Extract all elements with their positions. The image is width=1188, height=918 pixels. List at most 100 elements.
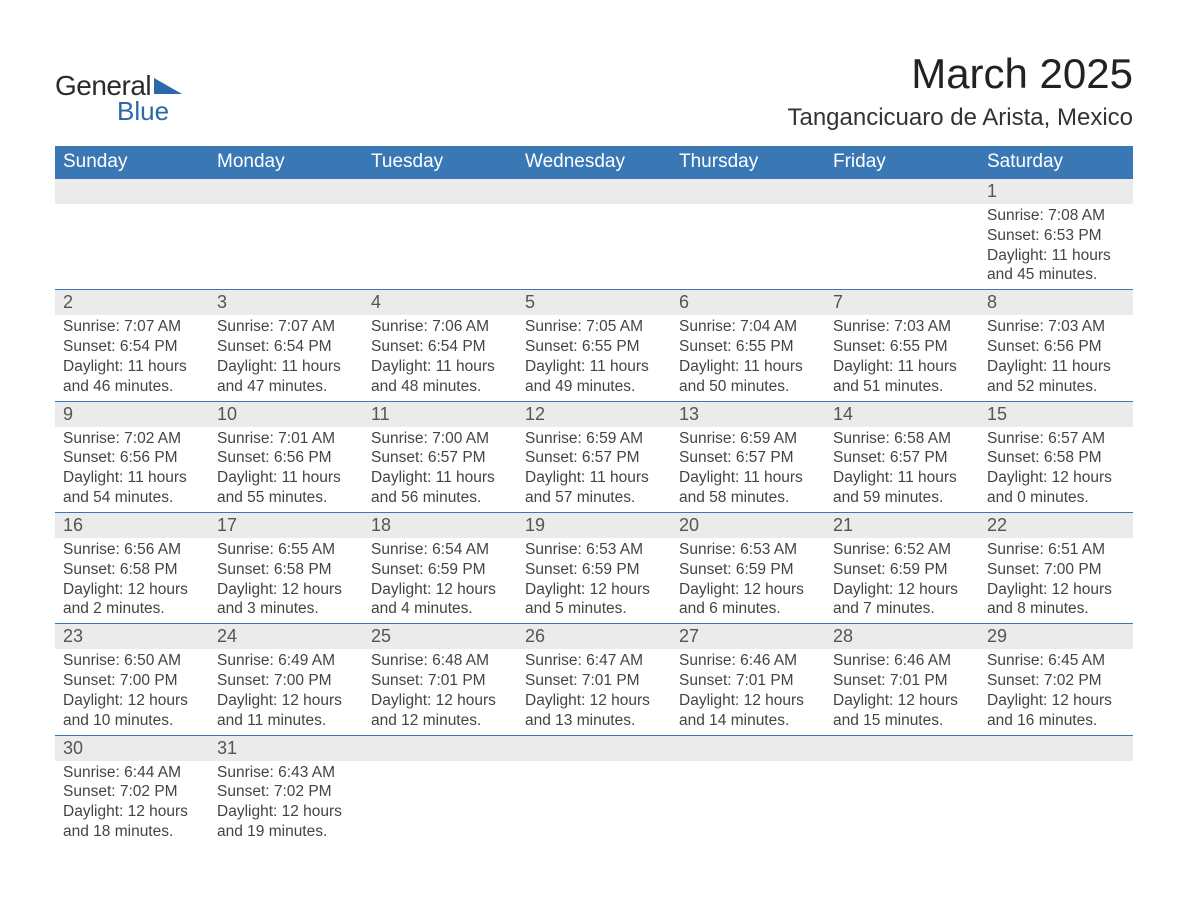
sunset-text: Sunset: 6:56 PM <box>63 448 201 468</box>
sunrise-text: Sunrise: 7:01 AM <box>217 429 355 449</box>
day-number: 3 <box>209 290 363 315</box>
day-number: 5 <box>517 290 671 315</box>
day-number: 9 <box>55 402 209 427</box>
day-content <box>363 204 517 289</box>
location-title: Tangancicuaro de Arista, Mexico <box>787 104 1133 132</box>
sunrise-text: Sunrise: 6:50 AM <box>63 651 201 671</box>
sunrise-text: Sunrise: 6:59 AM <box>679 429 817 449</box>
daylight-text-line2: and 4 minutes. <box>371 599 509 619</box>
day-number: 25 <box>363 624 517 649</box>
daylight-text-line1: Daylight: 12 hours <box>525 691 663 711</box>
day-number: 29 <box>979 624 1133 649</box>
day-number: 24 <box>209 624 363 649</box>
daylight-text-line2: and 58 minutes. <box>679 488 817 508</box>
daycontent-strip: Sunrise: 6:44 AMSunset: 7:02 PMDaylight:… <box>55 761 1133 846</box>
weekday-header-cell: Sunday <box>55 146 209 179</box>
sunset-text: Sunset: 6:57 PM <box>679 448 817 468</box>
day-number: 20 <box>671 513 825 538</box>
daylight-text-line1: Daylight: 11 hours <box>217 357 355 377</box>
sunrise-text: Sunrise: 6:55 AM <box>217 540 355 560</box>
sunset-text: Sunset: 6:59 PM <box>833 560 971 580</box>
day-content: Sunrise: 6:46 AMSunset: 7:01 PMDaylight:… <box>825 649 979 734</box>
sunset-text: Sunset: 7:01 PM <box>679 671 817 691</box>
sunrise-text: Sunrise: 6:46 AM <box>833 651 971 671</box>
brand-logo: General Blue <box>55 70 182 127</box>
daylight-text-line2: and 8 minutes. <box>987 599 1125 619</box>
sunset-text: Sunset: 6:56 PM <box>217 448 355 468</box>
sunrise-text: Sunrise: 7:07 AM <box>63 317 201 337</box>
daylight-text-line1: Daylight: 11 hours <box>371 468 509 488</box>
weekday-header-cell: Wednesday <box>517 146 671 179</box>
sunrise-text: Sunrise: 6:43 AM <box>217 763 355 783</box>
sunrise-text: Sunrise: 6:49 AM <box>217 651 355 671</box>
day-content: Sunrise: 7:03 AMSunset: 6:55 PMDaylight:… <box>825 315 979 400</box>
sunrise-text: Sunrise: 7:05 AM <box>525 317 663 337</box>
sunrise-text: Sunrise: 7:08 AM <box>987 206 1125 226</box>
sunrise-text: Sunrise: 6:56 AM <box>63 540 201 560</box>
sunrise-text: Sunrise: 7:06 AM <box>371 317 509 337</box>
daylight-text-line1: Daylight: 12 hours <box>371 580 509 600</box>
day-number: 26 <box>517 624 671 649</box>
sunset-text: Sunset: 7:01 PM <box>371 671 509 691</box>
daylight-text-line2: and 46 minutes. <box>63 377 201 397</box>
day-number: 30 <box>55 736 209 761</box>
calendar-week: 1Sunrise: 7:08 AMSunset: 6:53 PMDaylight… <box>55 179 1133 289</box>
sunset-text: Sunset: 7:00 PM <box>987 560 1125 580</box>
day-content: Sunrise: 6:54 AMSunset: 6:59 PMDaylight:… <box>363 538 517 623</box>
daylight-text-line1: Daylight: 12 hours <box>63 580 201 600</box>
calendar-week: 9101112131415Sunrise: 7:02 AMSunset: 6:5… <box>55 401 1133 512</box>
day-number: 1 <box>979 179 1133 204</box>
day-content: Sunrise: 6:59 AMSunset: 6:57 PMDaylight:… <box>517 427 671 512</box>
sunset-text: Sunset: 6:54 PM <box>63 337 201 357</box>
day-content <box>979 761 1133 846</box>
daylight-text-line2: and 18 minutes. <box>63 822 201 842</box>
daycontent-strip: Sunrise: 7:07 AMSunset: 6:54 PMDaylight:… <box>55 315 1133 400</box>
day-number <box>363 179 517 204</box>
day-number: 12 <box>517 402 671 427</box>
day-number: 19 <box>517 513 671 538</box>
sunset-text: Sunset: 6:55 PM <box>833 337 971 357</box>
sunset-text: Sunset: 6:54 PM <box>371 337 509 357</box>
day-number: 18 <box>363 513 517 538</box>
daylight-text-line1: Daylight: 11 hours <box>987 357 1125 377</box>
day-number <box>517 736 671 761</box>
title-block: March 2025 Tangancicuaro de Arista, Mexi… <box>787 50 1133 132</box>
daylight-text-line1: Daylight: 12 hours <box>987 468 1125 488</box>
sunset-text: Sunset: 7:01 PM <box>833 671 971 691</box>
sunset-text: Sunset: 7:00 PM <box>217 671 355 691</box>
sunrise-text: Sunrise: 6:48 AM <box>371 651 509 671</box>
daynum-strip: 1 <box>55 179 1133 204</box>
sunset-text: Sunset: 6:57 PM <box>525 448 663 468</box>
day-content <box>363 761 517 846</box>
daylight-text-line1: Daylight: 11 hours <box>63 468 201 488</box>
day-number <box>825 179 979 204</box>
day-content <box>825 761 979 846</box>
sunset-text: Sunset: 7:00 PM <box>63 671 201 691</box>
weekday-header-cell: Friday <box>825 146 979 179</box>
day-number: 17 <box>209 513 363 538</box>
day-number <box>671 179 825 204</box>
day-number: 31 <box>209 736 363 761</box>
day-content: Sunrise: 7:01 AMSunset: 6:56 PMDaylight:… <box>209 427 363 512</box>
daylight-text-line1: Daylight: 11 hours <box>833 468 971 488</box>
sunrise-text: Sunrise: 7:04 AM <box>679 317 817 337</box>
calendar-week: 23242526272829Sunrise: 6:50 AMSunset: 7:… <box>55 623 1133 734</box>
day-content: Sunrise: 6:53 AMSunset: 6:59 PMDaylight:… <box>671 538 825 623</box>
daylight-text-line2: and 5 minutes. <box>525 599 663 619</box>
day-number <box>671 736 825 761</box>
sunrise-text: Sunrise: 7:07 AM <box>217 317 355 337</box>
day-content: Sunrise: 7:06 AMSunset: 6:54 PMDaylight:… <box>363 315 517 400</box>
sunset-text: Sunset: 6:55 PM <box>525 337 663 357</box>
day-content: Sunrise: 6:56 AMSunset: 6:58 PMDaylight:… <box>55 538 209 623</box>
daylight-text-line2: and 47 minutes. <box>217 377 355 397</box>
sunrise-text: Sunrise: 6:47 AM <box>525 651 663 671</box>
day-content: Sunrise: 7:08 AMSunset: 6:53 PMDaylight:… <box>979 204 1133 289</box>
weekday-header-cell: Thursday <box>671 146 825 179</box>
header: General Blue March 2025 Tangancicuaro de… <box>55 50 1133 132</box>
sunrise-text: Sunrise: 6:59 AM <box>525 429 663 449</box>
daynum-strip: 16171819202122 <box>55 513 1133 538</box>
daylight-text-line2: and 55 minutes. <box>217 488 355 508</box>
day-number: 4 <box>363 290 517 315</box>
day-content <box>517 761 671 846</box>
sunset-text: Sunset: 6:54 PM <box>217 337 355 357</box>
